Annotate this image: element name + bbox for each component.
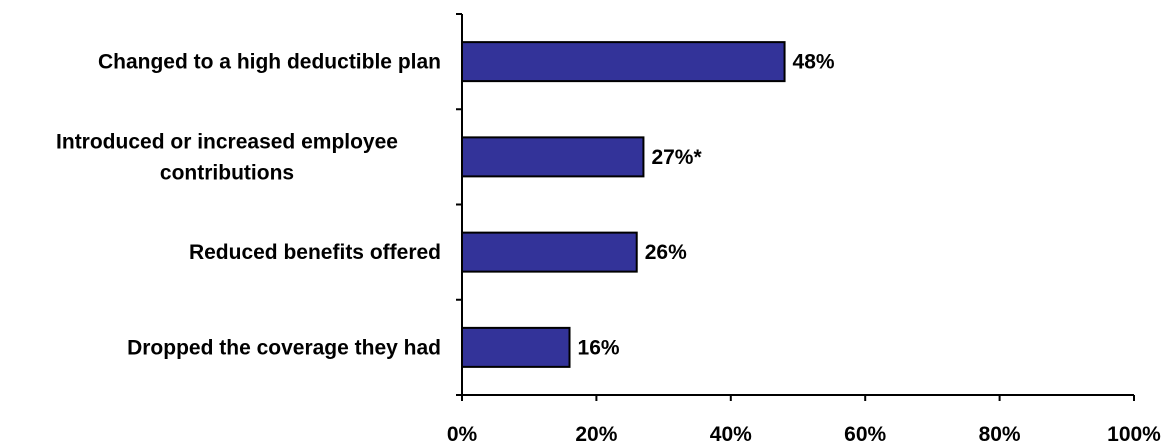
data-label-4: 16% (578, 336, 620, 359)
bar-1 (461, 41, 786, 83)
x-tick-label: 60% (844, 423, 886, 446)
data-label-3: 26% (645, 241, 687, 264)
data-label-1: 48% (793, 51, 835, 74)
bar-2 (461, 136, 645, 178)
category-label-1: Changed to a high deductible plan (98, 51, 441, 74)
category-label-2-line-2: contributions (160, 161, 294, 184)
x-tick-label: 100% (1107, 423, 1161, 446)
x-tick-label: 80% (979, 423, 1021, 446)
x-tick-label: 40% (710, 423, 752, 446)
bar-4 (461, 326, 571, 368)
category-label-3: Reduced benefits offered (189, 241, 441, 264)
x-tick-label: 0% (447, 423, 478, 446)
category-label-2-line-1: Introduced or increased employee (56, 130, 398, 153)
category-label-4: Dropped the coverage they had (127, 336, 441, 359)
x-tick-label: 20% (575, 423, 617, 446)
data-label-2: 27%* (651, 146, 702, 169)
bar-3 (461, 231, 638, 273)
